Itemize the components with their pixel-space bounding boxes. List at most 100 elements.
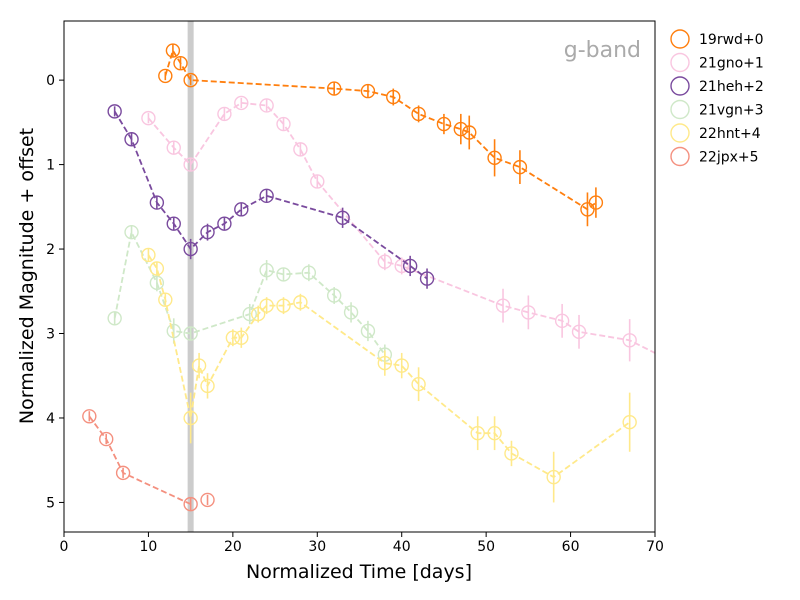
data-point xyxy=(259,298,274,313)
legend-entry: 22hnt+4 xyxy=(670,123,761,143)
data-point xyxy=(326,81,342,96)
data-point xyxy=(588,195,604,210)
legend-label: 21gno+1 xyxy=(699,56,764,72)
data-point xyxy=(276,267,291,282)
y-tick-label: 3 xyxy=(46,327,55,343)
y-tick-label: 0 xyxy=(46,73,55,89)
x-tick-label: 40 xyxy=(393,539,411,555)
series-21gno+1 xyxy=(141,95,655,362)
legend-entry: 19rwd+0 xyxy=(670,29,764,49)
data-point xyxy=(411,106,426,122)
legend-label: 22jpx+5 xyxy=(699,150,759,166)
data-point xyxy=(394,258,409,274)
data-point xyxy=(394,358,409,373)
data-point xyxy=(200,224,215,240)
series-layer xyxy=(82,43,655,512)
data-point xyxy=(521,305,536,320)
data-point xyxy=(200,492,215,508)
data-point xyxy=(217,106,232,122)
series-line xyxy=(147,254,631,479)
data-point xyxy=(411,376,426,392)
vertical-band xyxy=(187,21,194,532)
data-point xyxy=(470,425,485,441)
x-tick-label: 30 xyxy=(308,539,326,555)
data-point xyxy=(402,258,418,274)
data-point xyxy=(276,116,291,132)
x-axis-ticks: 0 10 20 30 40 50 60 70 xyxy=(60,532,664,555)
data-point xyxy=(377,254,393,269)
data-point xyxy=(546,469,561,485)
data-point xyxy=(622,333,637,348)
data-point xyxy=(343,305,359,320)
plot-frame xyxy=(63,20,656,533)
x-tick-label: 10 xyxy=(140,539,158,555)
legend-entry: 22jpx+5 xyxy=(670,146,759,167)
data-point xyxy=(495,298,511,313)
data-point xyxy=(107,311,122,326)
data-point xyxy=(487,425,502,441)
data-point xyxy=(335,210,350,225)
data-point xyxy=(360,323,376,339)
data-point xyxy=(124,132,139,147)
data-point xyxy=(158,68,173,84)
vertical-band-layer xyxy=(187,21,194,532)
data-point xyxy=(165,43,181,58)
data-point xyxy=(234,95,249,111)
data-point xyxy=(183,241,198,257)
data-point xyxy=(242,306,257,322)
data-point xyxy=(250,306,266,322)
legend-marker xyxy=(670,29,690,49)
data-point xyxy=(82,409,97,424)
legend-marker xyxy=(670,52,690,73)
legend-label: 19rwd+0 xyxy=(699,32,764,48)
y-axis-ticks: 0 1 2 3 4 5 xyxy=(46,73,64,511)
legend-label: 21vgn+3 xyxy=(699,103,764,119)
data-point xyxy=(293,142,308,157)
data-point xyxy=(183,157,198,172)
data-point xyxy=(259,262,274,278)
data-point xyxy=(360,83,376,99)
data-point xyxy=(453,121,469,137)
data-point xyxy=(115,465,131,481)
legend-marker xyxy=(670,76,690,96)
data-point xyxy=(225,330,241,345)
data-point xyxy=(234,202,249,217)
legend-label: 22hnt+4 xyxy=(699,126,761,142)
data-point xyxy=(200,378,215,394)
data-point xyxy=(310,174,325,189)
data-point xyxy=(173,56,188,71)
data-point xyxy=(419,271,435,286)
legend-entry: 21gno+1 xyxy=(670,52,764,73)
band-annotation: g-band xyxy=(564,38,641,63)
data-point xyxy=(301,265,317,280)
y-axis-label: Normalized Magnitude + offset xyxy=(16,128,38,424)
legend-entry: 21heh+2 xyxy=(670,76,764,96)
series-line xyxy=(88,415,191,505)
data-point xyxy=(183,496,198,512)
data-point xyxy=(141,110,156,126)
data-point xyxy=(293,295,308,310)
data-point xyxy=(276,298,291,313)
x-tick-label: 50 xyxy=(477,539,495,555)
data-point xyxy=(141,247,156,263)
data-point xyxy=(622,414,637,430)
x-tick-label: 60 xyxy=(562,539,580,555)
data-point xyxy=(326,288,342,303)
data-point xyxy=(183,72,198,88)
data-point xyxy=(149,261,165,276)
y-tick-label: 2 xyxy=(46,242,55,258)
series-22jpx+5 xyxy=(82,409,215,512)
series-19rwd+0 xyxy=(158,43,604,227)
x-axis-label: Normalized Time [days] xyxy=(246,561,472,583)
series-21heh+2 xyxy=(107,104,435,289)
data-point xyxy=(512,159,528,175)
data-point xyxy=(259,188,274,204)
legend-marker xyxy=(670,99,690,120)
data-point xyxy=(99,431,114,447)
data-point xyxy=(377,355,393,371)
data-point xyxy=(217,216,232,231)
x-tick-label: 0 xyxy=(60,539,69,555)
data-point xyxy=(166,140,181,155)
